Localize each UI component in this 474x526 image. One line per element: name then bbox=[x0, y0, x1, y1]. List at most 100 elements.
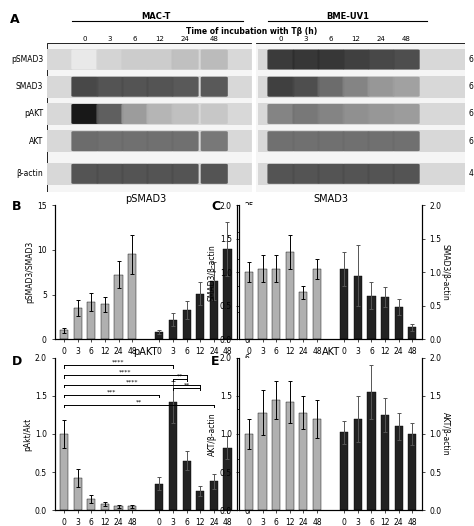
Y-axis label: pAkt/Akt: pAkt/Akt bbox=[23, 417, 32, 451]
Text: 48: 48 bbox=[401, 36, 410, 42]
Bar bbox=[381, 297, 389, 339]
FancyBboxPatch shape bbox=[172, 164, 199, 184]
Text: ****: **** bbox=[119, 369, 132, 375]
FancyBboxPatch shape bbox=[201, 164, 228, 184]
Text: ****: **** bbox=[112, 360, 125, 365]
Text: 60 kDa: 60 kDa bbox=[469, 109, 474, 118]
Text: Time of incubation with Tβ (h): Time of incubation with Tβ (h) bbox=[186, 27, 318, 36]
Bar bbox=[47, 43, 465, 192]
FancyBboxPatch shape bbox=[343, 131, 370, 151]
FancyBboxPatch shape bbox=[318, 49, 345, 69]
Title: pSMAD3: pSMAD3 bbox=[125, 195, 166, 205]
Bar bbox=[101, 504, 109, 510]
FancyBboxPatch shape bbox=[318, 77, 345, 97]
FancyBboxPatch shape bbox=[392, 131, 419, 151]
FancyBboxPatch shape bbox=[267, 164, 294, 184]
Bar bbox=[367, 392, 375, 510]
FancyBboxPatch shape bbox=[392, 104, 419, 124]
Text: **: ** bbox=[136, 399, 142, 404]
FancyBboxPatch shape bbox=[318, 131, 345, 151]
Y-axis label: AKT/β-actin: AKT/β-actin bbox=[441, 412, 450, 456]
Bar bbox=[128, 507, 136, 510]
FancyBboxPatch shape bbox=[267, 131, 294, 151]
FancyBboxPatch shape bbox=[96, 49, 124, 69]
FancyBboxPatch shape bbox=[267, 49, 294, 69]
Text: 0: 0 bbox=[279, 36, 283, 42]
Title: AKT: AKT bbox=[321, 347, 340, 357]
FancyBboxPatch shape bbox=[292, 49, 319, 69]
Text: A: A bbox=[9, 13, 19, 26]
Y-axis label: SMAD3/β-actin: SMAD3/β-actin bbox=[208, 244, 217, 300]
FancyBboxPatch shape bbox=[392, 49, 419, 69]
FancyBboxPatch shape bbox=[343, 104, 370, 124]
Bar bbox=[210, 281, 218, 339]
Bar bbox=[272, 400, 280, 510]
FancyBboxPatch shape bbox=[267, 104, 294, 124]
Title: pAKT: pAKT bbox=[134, 347, 158, 357]
Bar bbox=[196, 491, 204, 510]
Bar bbox=[340, 432, 348, 510]
FancyBboxPatch shape bbox=[318, 164, 345, 184]
Bar bbox=[47, 48, 254, 70]
FancyBboxPatch shape bbox=[146, 49, 173, 69]
Bar bbox=[258, 48, 465, 70]
FancyBboxPatch shape bbox=[292, 104, 319, 124]
FancyBboxPatch shape bbox=[146, 104, 173, 124]
Y-axis label: pAkt/Akt: pAkt/Akt bbox=[249, 417, 258, 451]
Bar bbox=[354, 276, 362, 339]
Text: 24: 24 bbox=[181, 36, 190, 42]
Bar bbox=[182, 461, 191, 510]
Bar bbox=[196, 294, 204, 339]
FancyBboxPatch shape bbox=[201, 49, 228, 69]
Bar bbox=[299, 292, 308, 339]
FancyBboxPatch shape bbox=[201, 104, 228, 124]
Text: pAKT: pAKT bbox=[24, 109, 43, 118]
FancyBboxPatch shape bbox=[367, 49, 395, 69]
Text: B: B bbox=[12, 200, 21, 213]
Text: AKT: AKT bbox=[29, 137, 43, 146]
Bar bbox=[182, 310, 191, 339]
Bar bbox=[286, 252, 294, 339]
Bar bbox=[258, 269, 266, 339]
Bar bbox=[286, 402, 294, 510]
FancyBboxPatch shape bbox=[96, 164, 124, 184]
Bar bbox=[272, 269, 280, 339]
FancyBboxPatch shape bbox=[146, 77, 173, 97]
FancyBboxPatch shape bbox=[343, 77, 370, 97]
Bar bbox=[73, 308, 82, 339]
FancyBboxPatch shape bbox=[121, 77, 148, 97]
Bar bbox=[395, 426, 403, 510]
Text: **: ** bbox=[177, 373, 183, 378]
Bar bbox=[210, 481, 218, 510]
Bar bbox=[114, 507, 123, 510]
Text: pSMAD3: pSMAD3 bbox=[11, 55, 43, 64]
FancyBboxPatch shape bbox=[121, 164, 148, 184]
FancyBboxPatch shape bbox=[72, 164, 99, 184]
Text: **: ** bbox=[183, 382, 190, 388]
Bar bbox=[258, 163, 465, 185]
Bar bbox=[245, 434, 253, 510]
FancyBboxPatch shape bbox=[72, 131, 99, 151]
FancyBboxPatch shape bbox=[343, 49, 370, 69]
Bar bbox=[313, 419, 321, 510]
Text: 24: 24 bbox=[377, 36, 385, 42]
FancyBboxPatch shape bbox=[367, 104, 395, 124]
Bar bbox=[60, 330, 68, 339]
Title: SMAD3: SMAD3 bbox=[313, 195, 348, 205]
Text: C: C bbox=[211, 200, 220, 213]
Bar bbox=[47, 130, 254, 152]
Bar bbox=[245, 272, 253, 339]
FancyBboxPatch shape bbox=[121, 49, 148, 69]
Bar bbox=[258, 76, 465, 98]
FancyBboxPatch shape bbox=[292, 164, 319, 184]
Text: β-actin: β-actin bbox=[17, 169, 43, 178]
FancyBboxPatch shape bbox=[292, 131, 319, 151]
Y-axis label: SMAD3/β-actin: SMAD3/β-actin bbox=[441, 244, 450, 300]
FancyBboxPatch shape bbox=[201, 77, 228, 97]
Text: 60 kDa: 60 kDa bbox=[469, 55, 474, 64]
FancyBboxPatch shape bbox=[292, 77, 319, 97]
Bar bbox=[87, 302, 95, 339]
FancyBboxPatch shape bbox=[172, 131, 199, 151]
Bar bbox=[354, 419, 362, 510]
Bar bbox=[408, 327, 417, 339]
